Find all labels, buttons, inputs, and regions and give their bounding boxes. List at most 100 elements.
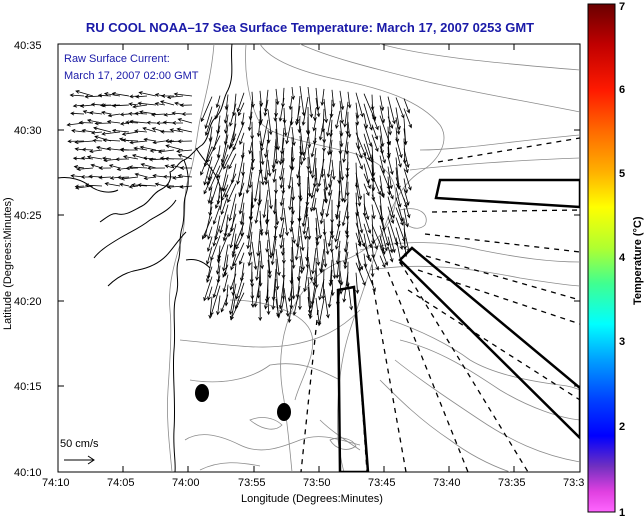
- current-vector-arrow: [371, 174, 381, 196]
- current-vector-arrow: [403, 198, 411, 219]
- current-vector-arrow: [295, 105, 301, 126]
- current-vector-arrow: [229, 223, 237, 249]
- current-vector-arrow: [319, 258, 325, 274]
- current-vector-arrow: [102, 138, 121, 143]
- current-vector-arrow: [134, 172, 148, 178]
- current-vector-arrow: [339, 100, 344, 124]
- scale-arrow-icon: [64, 455, 95, 465]
- current-vector-arrow: [201, 216, 213, 240]
- current-vector-arrow: [207, 286, 213, 301]
- current-vector-arrow: [275, 258, 280, 291]
- current-vector-arrow: [129, 119, 148, 124]
- current-vector-arrow: [86, 155, 103, 160]
- current-vector-arrow: [70, 111, 85, 116]
- current-vector-arrow: [308, 287, 317, 320]
- current-vector-arrow: [263, 149, 269, 182]
- colorbar-tick: 3: [619, 336, 625, 348]
- current-vector-arrow: [256, 120, 261, 138]
- current-vector-arrow: [387, 226, 396, 254]
- current-vector-arrow: [403, 168, 412, 191]
- current-vector-arrow: [403, 98, 411, 114]
- current-vector-arrow: [128, 184, 139, 189]
- current-vector-arrow: [387, 246, 394, 263]
- current-vector-arrow: [171, 121, 184, 125]
- annotation-line-1: Raw Surface Current:: [64, 53, 170, 65]
- current-vector-arrow: [80, 174, 94, 179]
- current-vector-arrow: [343, 101, 349, 128]
- current-vector-arrow: [166, 95, 184, 100]
- current-vector-arrow: [163, 112, 175, 117]
- current-vector-arrow: [135, 94, 148, 99]
- current-vector-arrow: [371, 254, 379, 271]
- current-vector-arrow: [264, 139, 269, 159]
- current-vector-arrow: [271, 268, 277, 301]
- current-vector-arrow: [278, 157, 285, 181]
- current-vector-arrow: [303, 266, 309, 293]
- current-vector-arrow: [90, 102, 103, 107]
- current-vector-arrow: [210, 235, 221, 262]
- current-vector-arrow: [106, 146, 121, 151]
- current-vector-arrow: [355, 152, 363, 170]
- current-vector-arrow: [122, 155, 139, 160]
- current-vector-arrow: [342, 271, 349, 303]
- colorbar: [587, 3, 616, 513]
- current-vector-arrow: [223, 104, 229, 124]
- current-vector-arrow: [177, 139, 193, 144]
- current-vector-arrow: [275, 248, 281, 277]
- current-vector-arrow: [363, 103, 373, 131]
- current-vector-arrow: [101, 110, 112, 115]
- current-vector-arrow: [326, 149, 333, 178]
- current-vector-arrow: [78, 120, 94, 125]
- current-vector-arrow: [235, 272, 245, 300]
- current-vector-arrow: [267, 109, 273, 136]
- current-vector-arrow: [227, 183, 237, 204]
- current-vector-arrow: [214, 105, 221, 120]
- current-vector-arrow: [403, 148, 410, 169]
- current-vector-arrow: [217, 234, 229, 260]
- current-vector-arrow: [327, 179, 333, 197]
- current-vector-arrow: [238, 192, 245, 215]
- current-vector-arrow: [119, 148, 138, 152]
- current-vector-arrow: [387, 206, 395, 225]
- current-vector-arrow: [299, 255, 304, 274]
- current-vector-arrow: [245, 161, 253, 194]
- current-vector-arrow: [317, 158, 325, 188]
- current-vector-arrow: [73, 165, 85, 169]
- current-vector-arrow: [67, 139, 85, 144]
- current-vector-arrow: [299, 85, 306, 117]
- current-vector-arrow: [270, 238, 277, 266]
- current-vector-arrow: [260, 119, 269, 152]
- current-vector-arrow: [101, 103, 121, 108]
- current-vector-arrow: [228, 193, 237, 222]
- current-vectors: [66, 85, 412, 327]
- current-vector-arrow: [101, 131, 121, 136]
- current-vector-arrow: [259, 160, 265, 186]
- current-vector-arrow: [305, 116, 310, 135]
- current-vector-arrow: [262, 189, 269, 219]
- current-vector-arrow: [267, 179, 273, 210]
- current-vector-arrow: [363, 243, 372, 263]
- current-vector-arrow: [200, 146, 213, 176]
- current-vector-arrow: [237, 102, 245, 117]
- current-vector-arrow: [302, 136, 309, 162]
- current-vector-arrow: [216, 145, 221, 159]
- current-vector-arrow: [331, 159, 336, 181]
- current-vector-arrow: [160, 94, 175, 98]
- current-vector-arrow: [267, 259, 272, 279]
- current-vector-arrow: [107, 113, 121, 118]
- current-vector-arrow: [323, 168, 329, 191]
- current-vector-arrow: [347, 281, 354, 311]
- current-vector-arrow: [395, 97, 405, 119]
- current-vector-arrow: [331, 249, 337, 280]
- current-vector-arrow: [395, 187, 402, 208]
- y-tick-label: 40:10: [14, 467, 42, 479]
- current-vector-arrow: [275, 298, 281, 319]
- current-vector-arrow: [111, 91, 130, 97]
- current-vector-arrow: [165, 144, 184, 151]
- current-vector-arrow: [298, 295, 302, 311]
- current-vector-arrow: [206, 155, 221, 186]
- current-vector-arrow: [230, 292, 245, 321]
- current-vector-arrow: [222, 174, 229, 192]
- current-vector-arrow: [326, 109, 333, 137]
- current-vector-arrow: [121, 131, 139, 136]
